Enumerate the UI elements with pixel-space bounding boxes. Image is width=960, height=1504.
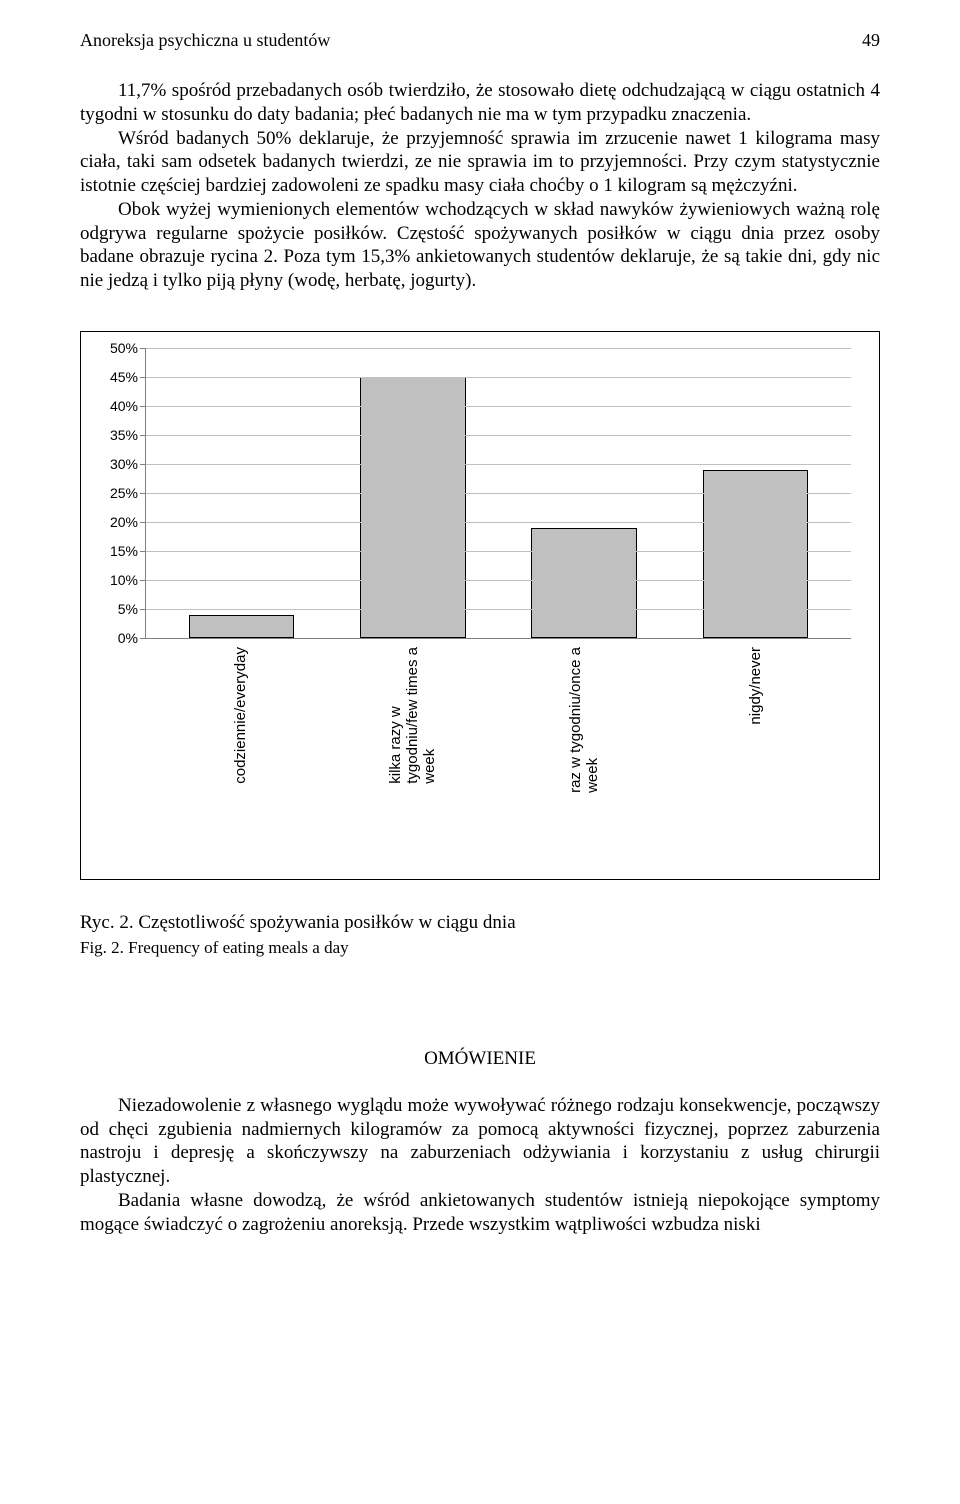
chart-gridline bbox=[146, 580, 851, 581]
page-number: 49 bbox=[862, 30, 880, 51]
chart-y-tick bbox=[140, 609, 146, 610]
chart-y-label: 40% bbox=[96, 398, 138, 414]
chart-gridline bbox=[146, 609, 851, 610]
chart-y-tick bbox=[140, 580, 146, 581]
chart-y-label: 50% bbox=[96, 340, 138, 356]
chart-y-label: 15% bbox=[96, 543, 138, 559]
chart-bar bbox=[360, 377, 465, 638]
section-heading: OMÓWIENIE bbox=[80, 1048, 880, 1070]
chart-y-label: 10% bbox=[96, 572, 138, 588]
figure-caption-pl: Ryc. 2. Częstotliwość spożywania posiłkó… bbox=[80, 912, 880, 934]
chart-gridline bbox=[146, 406, 851, 407]
section-paragraph-2: Badania własne dowodzą, że wśród ankieto… bbox=[80, 1189, 880, 1237]
chart-gridline bbox=[146, 522, 851, 523]
running-title: Anoreksja psychiczna u studentów bbox=[80, 30, 330, 51]
chart-y-tick bbox=[140, 464, 146, 465]
paragraph-1: 11,7% spośród przebadanych osób twierdzi… bbox=[80, 79, 880, 127]
chart-bar bbox=[531, 528, 636, 638]
page: Anoreksja psychiczna u studentów 49 11,7… bbox=[0, 0, 960, 1504]
chart-y-label: 20% bbox=[96, 514, 138, 530]
chart-y-label: 35% bbox=[96, 427, 138, 443]
chart-y-tick bbox=[140, 377, 146, 378]
chart-x-label: raz w tygodniu/once a week bbox=[567, 647, 601, 793]
running-header: Anoreksja psychiczna u studentów 49 bbox=[80, 30, 880, 51]
chart-y-tick bbox=[140, 348, 146, 349]
body-text: 11,7% spośród przebadanych osób twierdzi… bbox=[80, 79, 880, 293]
chart-y-label: 45% bbox=[96, 369, 138, 385]
chart-y-tick bbox=[140, 406, 146, 407]
section-paragraph-1: Niezadowolenie z własnego wyglądu może w… bbox=[80, 1094, 880, 1189]
chart-x-label-slot: raz w tygodniu/once a week bbox=[508, 647, 659, 867]
figure-caption-en: Fig. 2. Frequency of eating meals a day bbox=[80, 938, 880, 958]
chart-y-tick bbox=[140, 551, 146, 552]
chart-y-label: 30% bbox=[96, 456, 138, 472]
figure-caption: Ryc. 2. Częstotliwość spożywania posiłkó… bbox=[80, 912, 880, 958]
chart-bar bbox=[703, 470, 808, 638]
chart-bar bbox=[189, 615, 294, 638]
chart-gridline bbox=[146, 377, 851, 378]
chart-gridline bbox=[146, 435, 851, 436]
paragraph-2: Wśród badanych 50% deklaruje, że przyjem… bbox=[80, 127, 880, 198]
paragraph-3: Obok wyżej wymienionych elementów wchodz… bbox=[80, 198, 880, 293]
chart-x-labels: codziennie/everyday kilka razy w tygodniu… bbox=[145, 647, 851, 867]
chart-x-label: kilka razy w tygodniu/few times a week bbox=[387, 647, 438, 784]
chart-plot-area: 0%5%10%15%20%25%30%35%40%45%50% bbox=[145, 348, 851, 639]
chart-gridline bbox=[146, 348, 851, 349]
chart-y-tick bbox=[140, 435, 146, 436]
chart-y-label: 25% bbox=[96, 485, 138, 501]
chart-gridline bbox=[146, 493, 851, 494]
chart-x-label: codziennie/everyday bbox=[232, 647, 249, 784]
chart-x-label-slot: nigdy/never bbox=[680, 647, 831, 867]
chart-gridline bbox=[146, 464, 851, 465]
chart-y-label: 5% bbox=[96, 601, 138, 617]
chart-y-tick bbox=[140, 522, 146, 523]
chart-x-label-slot: codziennie/everyday bbox=[165, 647, 316, 867]
chart-gridline bbox=[146, 551, 851, 552]
chart-frame: 0%5%10%15%20%25%30%35%40%45%50% codzienn… bbox=[80, 331, 880, 880]
chart-x-label: nigdy/never bbox=[747, 647, 764, 725]
chart-x-label-slot: kilka razy w tygodniu/few times a week bbox=[337, 647, 488, 867]
chart-y-label: 0% bbox=[96, 630, 138, 646]
chart-y-tick bbox=[140, 638, 146, 639]
section-body: Niezadowolenie z własnego wyglądu może w… bbox=[80, 1094, 880, 1237]
chart-y-tick bbox=[140, 493, 146, 494]
